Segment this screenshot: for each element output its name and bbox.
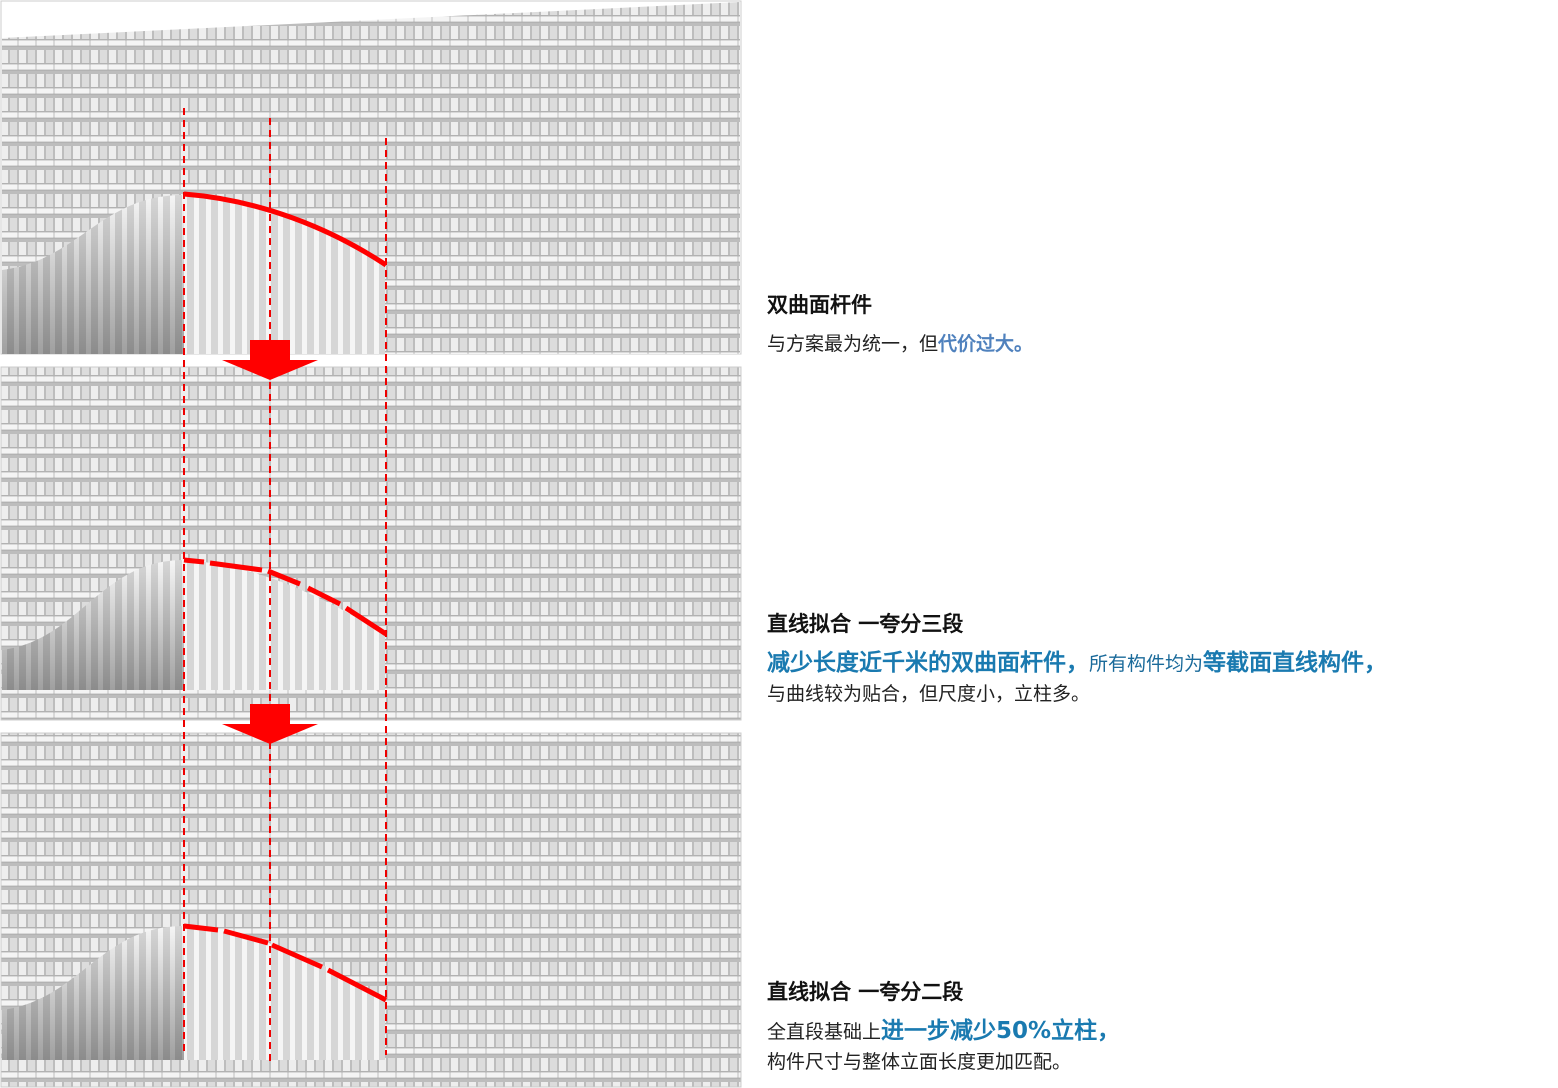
- text-run: 全直段基础上: [767, 1021, 882, 1043]
- text-run: 代价过大。: [938, 333, 1034, 355]
- text-line: 减少长度近千米的双曲面杆件，所有构件均为等截面直线构件，: [767, 648, 1387, 679]
- guide-lines: [183, 108, 387, 1065]
- section-title: 双曲面杆件: [767, 293, 872, 317]
- panel-2: [0, 366, 742, 721]
- panel-3: [0, 732, 742, 1088]
- segmented-member-2: [183, 923, 388, 1003]
- text-run: 与曲线较为贴合，但尺度小，立柱多。: [767, 683, 1091, 705]
- text-run: 进一步减少50%立柱，: [881, 1018, 1121, 1044]
- section-title: 直线拟合 一夸分三段: [767, 612, 964, 636]
- facade-figure: [0, 0, 742, 1088]
- section: 双曲面杆件与方案最为统一，但代价过大。: [767, 289, 1033, 359]
- text-line: 全直段基础上进一步减少50%立柱，: [767, 1016, 1120, 1047]
- segmented-member-3: [183, 557, 388, 637]
- text-run: 减少长度近千米的双曲面杆件，: [767, 650, 1089, 676]
- text-run: 等截面直线构件，: [1203, 650, 1388, 676]
- text-line: 与曲线较为贴合，但尺度小，立柱多。: [767, 679, 1387, 709]
- section-title: 直线拟合 一夸分二段: [767, 980, 964, 1004]
- text-line: 与方案最为统一，但代价过大。: [767, 329, 1033, 359]
- text-run: 构件尺寸与整体立面长度更加匹配。: [767, 1051, 1072, 1073]
- curve-member: [183, 191, 388, 268]
- section: 直线拟合 一夸分二段 全直段基础上进一步减少50%立柱， 构件尺寸与整体立面长度更加…: [767, 976, 1120, 1077]
- arrows: [222, 340, 318, 744]
- text-run: 所有构件均为: [1089, 653, 1204, 675]
- text-run: 与方案最为统一，但: [767, 333, 939, 355]
- panel-1: [0, 0, 742, 355]
- section: 直线拟合 一夸分三段减少长度近千米的双曲面杆件，所有构件均为等截面直线构件， 与曲…: [767, 608, 1387, 709]
- text-line: 构件尺寸与整体立面长度更加匹配。: [767, 1047, 1120, 1077]
